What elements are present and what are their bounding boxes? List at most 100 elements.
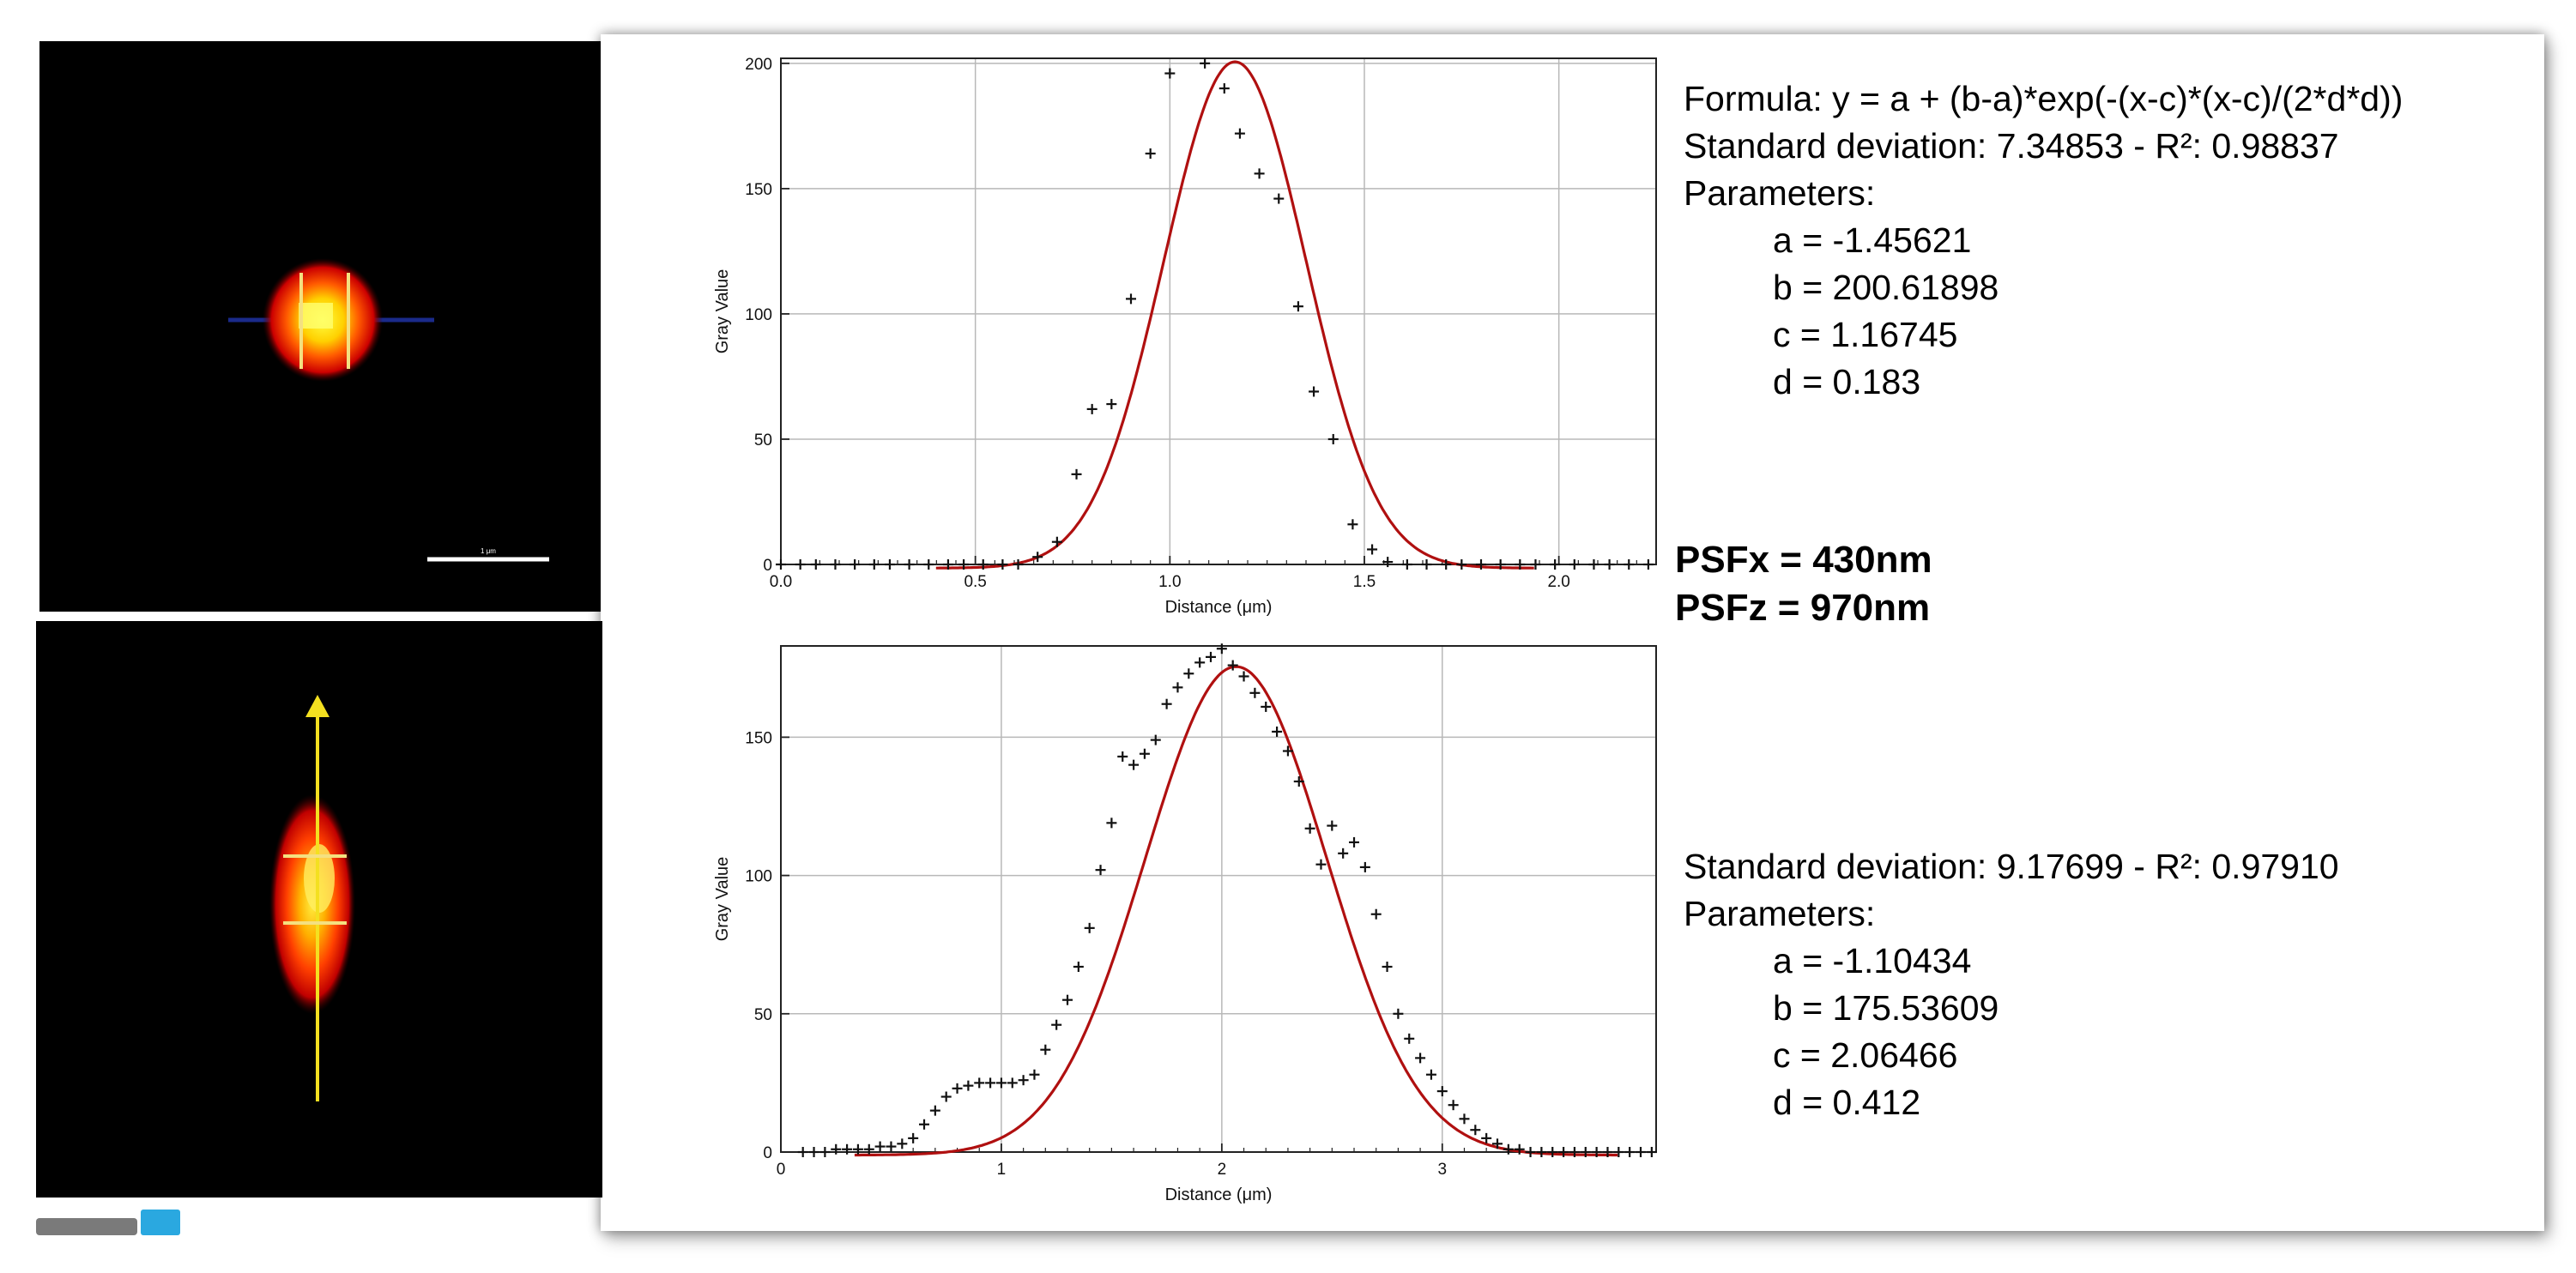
data-point <box>1249 687 1261 698</box>
data-point <box>1206 651 1217 662</box>
x-tick-label: 2.0 <box>1547 573 1569 591</box>
data-point <box>884 559 895 570</box>
data-point <box>908 1132 919 1143</box>
data-point <box>795 559 806 570</box>
data-point <box>1359 861 1370 872</box>
data-point <box>923 559 934 570</box>
profile-chart-x: 0.0 0.5 1.0 1.5 2.0 0 50 100 150 200 Distance (μm)… <box>678 43 1673 626</box>
y-axis-title: Gray Value <box>713 857 732 942</box>
data-point <box>776 559 786 570</box>
x-tick-label: 1.5 <box>1353 573 1376 591</box>
psf-z-result: PSFz = 970nm <box>1675 587 1931 629</box>
app-icon[interactable] <box>141 1210 180 1235</box>
plot-frame <box>780 645 1657 1153</box>
x-tick-label: 1.0 <box>1158 573 1181 591</box>
chart-svg-bottom: 0 1 2 3 0 50 100 150 Distance (μm) Gray Value <box>713 643 1657 1204</box>
param-c: c = 1.16745 <box>1773 315 1958 354</box>
data-point <box>1128 759 1140 770</box>
data-point <box>1569 559 1580 570</box>
data-point <box>1456 559 1467 570</box>
param-b: b = 200.61898 <box>1773 268 1999 307</box>
data-point <box>1536 1147 1547 1157</box>
data-point <box>842 1143 853 1155</box>
data-point <box>1293 775 1304 787</box>
data-point <box>797 1147 808 1157</box>
data-point <box>830 559 841 570</box>
y-tick-label: 50 <box>754 431 772 449</box>
y-tick-label: 150 <box>745 181 772 199</box>
data-point <box>1051 536 1062 547</box>
fit-results-z: Standard deviation: 9.17699 - R²: 0.9791… <box>1684 843 2339 1126</box>
data-point <box>863 1143 874 1155</box>
fit-results-x: Formula: y = a + (b-a)*exp(-(x-c)*(x-c)/… <box>1684 75 2403 406</box>
data-point <box>1550 559 1561 570</box>
data-point <box>1315 859 1327 870</box>
data-point <box>1481 1132 1492 1143</box>
data-point <box>1261 701 1272 712</box>
fit-stats: Standard deviation: 9.17699 - R²: 0.9791… <box>1684 847 2339 886</box>
x-tick-label: 0 <box>777 1161 786 1179</box>
y-tick-label: 50 <box>754 1006 772 1024</box>
y-tick-label: 100 <box>745 306 772 324</box>
y-axis-title: Gray Value <box>713 269 732 354</box>
x-tick-label: 1 <box>997 1161 1007 1179</box>
data-point <box>1459 1113 1470 1125</box>
data-point <box>1145 148 1156 159</box>
data-point <box>1421 559 1432 570</box>
data-point <box>819 1147 831 1157</box>
data-point <box>1106 817 1117 829</box>
window-thumbnail[interactable] <box>36 1210 180 1235</box>
data-point <box>1304 823 1315 834</box>
x-tick-label: 0.5 <box>964 573 986 591</box>
data-point <box>1404 1033 1415 1044</box>
data-point <box>1515 559 1526 570</box>
data-point <box>1095 865 1106 876</box>
data-point <box>1013 559 1024 570</box>
scale-bar-label: 1 μm <box>481 547 496 555</box>
data-point <box>942 559 953 570</box>
data-point <box>1194 657 1206 668</box>
data-point <box>1164 68 1176 79</box>
data-point <box>1401 559 1412 570</box>
data-point <box>940 1091 952 1102</box>
x-tick-label: 0.0 <box>770 573 792 591</box>
data-point <box>1292 301 1303 312</box>
y-tick-label: 200 <box>745 56 772 74</box>
data-point <box>1282 745 1293 757</box>
data-point <box>852 1143 863 1155</box>
data-point <box>850 559 861 570</box>
data-point <box>977 559 989 570</box>
data-point <box>1624 1147 1636 1157</box>
data-point <box>1492 1138 1503 1149</box>
data-point <box>1086 403 1098 414</box>
psf-x-result: PSFx = 430nm <box>1675 539 1932 581</box>
data-point <box>958 559 970 570</box>
data-point <box>1200 57 1211 69</box>
data-point <box>1272 726 1283 737</box>
data-point <box>1588 559 1599 570</box>
data-point <box>1032 552 1043 563</box>
data-point <box>874 1141 886 1152</box>
data-point <box>1062 994 1073 1005</box>
chart-svg-top: 0.0 0.5 1.0 1.5 2.0 0 50 100 150 200 Distance (μm)… <box>713 56 1657 617</box>
data-point <box>1106 399 1117 410</box>
data-point <box>1425 1069 1436 1080</box>
data-point <box>1569 1147 1580 1157</box>
data-point <box>1254 168 1265 179</box>
data-point <box>1073 961 1084 972</box>
data-point <box>1441 559 1452 570</box>
data-point <box>904 559 915 570</box>
data-point <box>995 1077 1007 1089</box>
data-point <box>1624 559 1635 570</box>
data-point <box>1338 848 1349 859</box>
data-point <box>1476 559 1486 570</box>
data-point <box>1018 1075 1029 1086</box>
data-point <box>1514 1143 1525 1155</box>
data-point <box>1150 734 1161 745</box>
data-point <box>1309 386 1320 397</box>
data-point <box>1084 922 1095 933</box>
data-point <box>1071 468 1082 480</box>
data-point <box>1495 559 1506 570</box>
data-point <box>1415 1053 1426 1064</box>
param-c: c = 2.06466 <box>1773 1035 1958 1075</box>
